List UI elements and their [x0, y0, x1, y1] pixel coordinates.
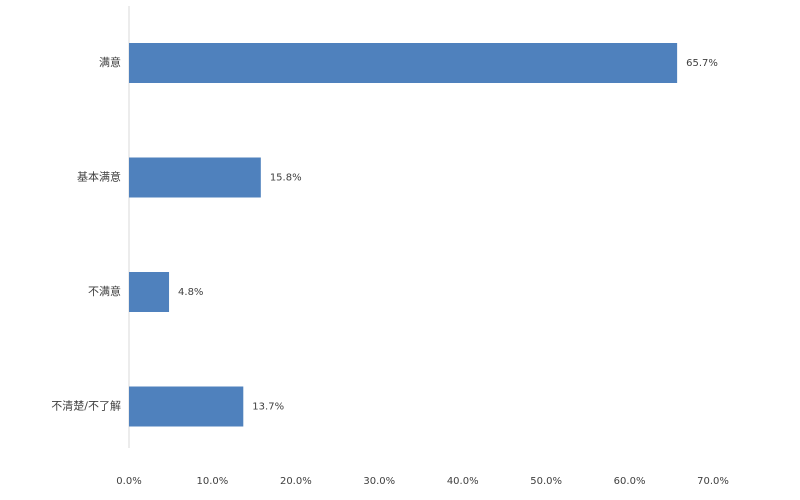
category-label: 不清楚/不了解 [51, 399, 121, 413]
x-tick-label: 10.0% [197, 476, 229, 487]
bar-3 [129, 386, 244, 427]
bar-2 [129, 272, 170, 312]
x-tick-label: 70.0% [697, 476, 729, 487]
x-tick-label: 40.0% [447, 476, 479, 487]
bar-0 [129, 43, 678, 83]
category-label: 满意 [99, 55, 121, 69]
category-label: 不满意 [88, 284, 121, 298]
x-tick-label: 20.0% [280, 476, 312, 487]
value-label: 13.7% [252, 402, 284, 413]
value-label: 65.7% [686, 58, 718, 69]
x-tick-label: 30.0% [363, 476, 395, 487]
value-label: 15.8% [270, 173, 302, 184]
value-labels: 65.7% 15.8% 4.8% 13.7% [178, 58, 718, 413]
x-axis-ticks: 0.0% 10.0% 20.0% 30.0% 40.0% 50.0% 60.0% 70.0% [116, 476, 729, 487]
x-tick-label: 50.0% [530, 476, 562, 487]
x-tick-label: 60.0% [614, 476, 646, 487]
bars [129, 43, 678, 427]
x-tick-label: 0.0% [116, 476, 141, 487]
category-label: 基本满意 [77, 170, 121, 184]
value-label: 4.8% [178, 287, 203, 298]
bar-1 [129, 157, 261, 198]
